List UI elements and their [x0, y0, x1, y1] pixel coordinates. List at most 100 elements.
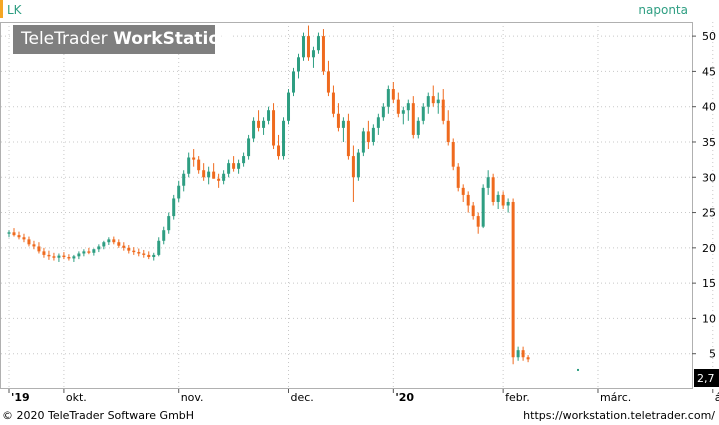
copyright-text: © 2020 TeleTrader Software GmbH	[2, 409, 195, 422]
y-tick-label: 15	[702, 277, 716, 290]
candle-body	[267, 110, 271, 121]
candle-body	[521, 350, 525, 358]
candle-body	[321, 36, 325, 72]
candle-body	[67, 257, 71, 259]
y-tick-label: 40	[702, 101, 716, 114]
candle-body	[441, 99, 445, 121]
candle-body	[207, 171, 211, 178]
candle-body	[157, 240, 161, 255]
x-tick-label: ápr.	[715, 391, 719, 404]
plot-frame	[0, 22, 693, 389]
y-tick-label: 45	[702, 65, 716, 78]
candle-body	[42, 251, 46, 255]
y-tick-label: 20	[702, 242, 716, 255]
candle-body	[257, 120, 261, 128]
candle-body	[431, 96, 435, 104]
candle-body	[22, 237, 26, 240]
footer: © 2020 TeleTrader Software GmbH https://…	[0, 406, 719, 425]
candle-body	[506, 201, 510, 206]
candle-body	[167, 216, 171, 231]
candle-body	[311, 50, 315, 58]
last-value-text: 2,7	[697, 372, 715, 385]
candle-body	[486, 177, 490, 188]
y-axis: 5 10 15 20 25 30 35 40 45 50	[692, 30, 716, 361]
watermark-part1: TeleTrader	[21, 29, 114, 49]
candle-body	[336, 113, 340, 128]
x-tick-label: '20	[395, 391, 414, 404]
candle-body	[232, 163, 236, 169]
candle-body	[27, 239, 31, 245]
candle-body	[496, 194, 500, 202]
candle-body	[227, 163, 231, 174]
candle-body	[107, 239, 111, 243]
last-value-label: 2,7	[694, 369, 719, 387]
candle-body	[197, 159, 201, 171]
candle-body	[117, 242, 121, 246]
candle-body	[476, 216, 480, 227]
symbol-label: LK	[7, 3, 23, 17]
grid-lines	[1, 22, 714, 389]
candle-body	[282, 120, 286, 157]
x-tick-label: '19	[11, 391, 30, 404]
candle-body	[92, 249, 96, 253]
candle-body	[97, 246, 101, 250]
candle-body	[277, 145, 281, 157]
candle-body	[331, 92, 335, 114]
candle-body	[326, 71, 330, 93]
candle-body	[346, 120, 350, 157]
candle-body	[12, 232, 16, 236]
candle-body	[37, 246, 41, 252]
footer-url[interactable]: https://workstation.teletrader.com/	[523, 409, 715, 422]
x-tick-label: nov.	[181, 391, 204, 404]
price-chart: LK naponta 5 10 15 20 25 30 35 40 45 50 '19 okt. no…	[0, 0, 719, 404]
candle-body	[7, 232, 11, 234]
candle-body	[436, 99, 440, 104]
watermark: TeleTrader WorkStation	[13, 25, 232, 54]
candle-body	[491, 177, 495, 202]
last-price-point	[577, 368, 580, 371]
candle-body	[152, 254, 156, 258]
x-tick-label: dec.	[291, 391, 314, 404]
watermark-part2: WorkStation	[113, 29, 233, 49]
left-accent-bar	[0, 0, 3, 18]
candle-body	[366, 131, 370, 142]
candle-body	[381, 106, 385, 118]
candle-body	[401, 110, 405, 114]
candle-body	[77, 253, 81, 257]
candle-body	[182, 173, 186, 186]
candle-body	[406, 103, 410, 111]
y-tick-label: 5	[709, 348, 716, 361]
candle-body	[112, 239, 116, 243]
x-tick-label: okt.	[66, 391, 87, 404]
candle-body	[356, 152, 360, 178]
candle-body	[466, 194, 470, 206]
y-tick-label: 35	[702, 136, 716, 149]
candle-body	[306, 36, 310, 58]
y-tick-label: 25	[702, 207, 716, 220]
candle-body	[217, 178, 221, 181]
candle-body	[177, 185, 181, 199]
candle-body	[247, 138, 251, 157]
candle-body	[172, 198, 176, 217]
candle-body	[426, 96, 430, 107]
y-tick-label: 10	[702, 312, 716, 325]
candle-body	[526, 357, 530, 360]
candle-body	[511, 201, 515, 358]
last-value-bg	[694, 369, 719, 387]
candle-body	[237, 163, 241, 169]
period-label[interactable]: naponta	[638, 3, 688, 17]
candle-body	[446, 120, 450, 142]
candle-body	[87, 251, 91, 253]
candle-body	[132, 250, 136, 253]
candle-body	[471, 205, 475, 217]
candle-body	[456, 166, 460, 188]
candle-body	[127, 247, 131, 251]
x-tick-label: febr.	[505, 391, 530, 404]
candle-body	[371, 127, 375, 142]
candle-body	[82, 251, 86, 254]
candle-body	[301, 36, 305, 58]
candle-body	[187, 157, 191, 174]
candle-body	[391, 89, 395, 100]
candle-body	[57, 255, 61, 258]
